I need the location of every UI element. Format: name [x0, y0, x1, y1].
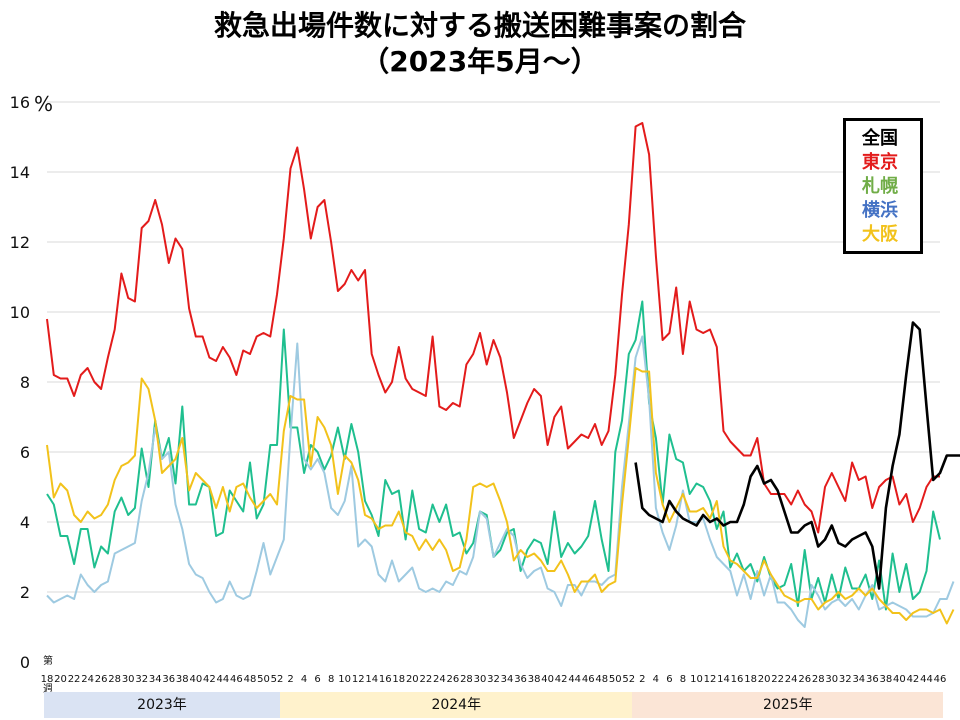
- x-tick-label: 34: [501, 674, 514, 685]
- x-tick-label: 20: [406, 674, 419, 685]
- x-tick-label: 8: [328, 674, 334, 685]
- x-tick-label: 10: [338, 674, 351, 685]
- x-tick-label: 42: [907, 674, 920, 685]
- x-tick-label: 26: [447, 674, 460, 685]
- legend-item-osaka: 大阪: [862, 224, 898, 245]
- x-tick-label: 6: [666, 674, 672, 685]
- x-tick-label: 36: [514, 674, 527, 685]
- x-tick-label: 48: [244, 674, 257, 685]
- x-tick-label: 26: [798, 674, 811, 685]
- y-tick-label-8: 8: [20, 373, 30, 392]
- x-tick-label: 24: [785, 674, 798, 685]
- x-tick-label: 4: [301, 674, 307, 685]
- legend-item-tokyo: 東京: [862, 152, 898, 173]
- x-tick-label: 30: [474, 674, 487, 685]
- x-tick-label: 2: [639, 674, 645, 685]
- x-tick-label: 30: [825, 674, 838, 685]
- x-tick-label: 40: [541, 674, 554, 685]
- y-tick-label-4: 4: [20, 513, 30, 532]
- x-tick-label: 16: [379, 674, 392, 685]
- x-tick-label: 38: [880, 674, 893, 685]
- x-tick-label: 42: [203, 674, 216, 685]
- x-tick-label: 52: [271, 674, 284, 685]
- series-line-sapporo: [46, 300, 941, 611]
- y-tick-label-14: 14: [10, 163, 30, 182]
- series-line-yokohama: [46, 335, 955, 628]
- x-tick-label: 44: [568, 674, 581, 685]
- x-axis-label-bottom: 週: [43, 683, 53, 695]
- x-tick-label: 10: [690, 674, 703, 685]
- y-tick-label-12: 12: [10, 233, 30, 252]
- x-tick-label: 44: [217, 674, 230, 685]
- x-tick-label: 24: [81, 674, 94, 685]
- x-tick-label: 14: [365, 674, 378, 685]
- x-tick-label: 34: [149, 674, 162, 685]
- x-tick-label: 34: [852, 674, 865, 685]
- x-tick-label: 32: [839, 674, 852, 685]
- x-tick-label: 36: [866, 674, 879, 685]
- x-axis-label-top: 第: [43, 654, 53, 667]
- x-tick-label: 50: [257, 674, 270, 685]
- x-tick-label: 18: [392, 674, 405, 685]
- x-tick-label: 22: [419, 674, 432, 685]
- x-tick-label: 12: [352, 674, 365, 685]
- x-tick-label: 16: [731, 674, 744, 685]
- y-tick-label-10: 10: [10, 303, 30, 322]
- x-tick-label: 32: [135, 674, 148, 685]
- series-line-national: [634, 321, 960, 590]
- x-tick-label: 46: [230, 674, 243, 685]
- y-unit-label: %: [34, 92, 53, 116]
- x-tick-label: 48: [595, 674, 608, 685]
- y-tick-label-16: 16: [10, 93, 30, 112]
- y-tick-label-2: 2: [20, 583, 30, 602]
- y-tick-label-0: 0: [20, 653, 30, 672]
- x-tick-label: 20: [54, 674, 67, 685]
- series-line-osaka: [46, 367, 955, 625]
- x-tick-label: 44: [920, 674, 933, 685]
- x-tick-label: 50: [609, 674, 622, 685]
- x-tick-label: 36: [162, 674, 175, 685]
- x-tick-label: 14: [717, 674, 730, 685]
- x-tick-label: 46: [582, 674, 595, 685]
- x-tick-label: 46: [934, 674, 947, 685]
- x-tick-label: 20: [758, 674, 771, 685]
- x-tick-label: 8: [680, 674, 686, 685]
- x-tick-label: 52: [622, 674, 635, 685]
- x-tick-label: 4: [653, 674, 659, 685]
- series-line-tokyo: [46, 122, 940, 534]
- x-tick-label: 28: [812, 674, 825, 685]
- x-tick-label: 18: [744, 674, 757, 685]
- year-band-0: 2023年: [43, 692, 281, 718]
- x-tick-label: 22: [68, 674, 81, 685]
- x-tick-label: 6: [314, 674, 320, 685]
- x-tick-label: 26: [95, 674, 108, 685]
- x-tick-label: 24: [433, 674, 446, 685]
- y-tick-label-6: 6: [20, 443, 30, 462]
- x-tick-label: 22: [771, 674, 784, 685]
- legend-item-sapporo: 札幌: [862, 176, 898, 197]
- chart-title: 救急出場件数に対する搬送困難事案の割合 （2023年5月～）: [0, 8, 960, 80]
- chart-title-line2: （2023年5月～）: [361, 45, 599, 78]
- x-tick-label: 40: [893, 674, 906, 685]
- x-tick-label: 28: [460, 674, 473, 685]
- x-tick-label: 32: [487, 674, 500, 685]
- x-tick-label: 42: [555, 674, 568, 685]
- x-tick-label: 40: [189, 674, 202, 685]
- x-tick-label: 2: [287, 674, 293, 685]
- x-tick-label: 38: [176, 674, 189, 685]
- year-band-2: 2025年: [632, 692, 944, 718]
- x-tick-label: 38: [528, 674, 541, 685]
- x-tick-label: 12: [704, 674, 717, 685]
- x-tick-label: 30: [122, 674, 135, 685]
- chart-title-line1: 救急出場件数に対する搬送困難事案の割合: [213, 9, 746, 42]
- legend-item-national: 全国: [862, 128, 898, 149]
- legend: 全国 東京 札幌 横浜 大阪: [843, 118, 923, 254]
- year-band-1: 2024年: [280, 692, 633, 718]
- x-tick-label: 28: [108, 674, 121, 685]
- x-tick-label: 18: [41, 674, 54, 685]
- legend-item-yokohama: 横浜: [862, 200, 898, 221]
